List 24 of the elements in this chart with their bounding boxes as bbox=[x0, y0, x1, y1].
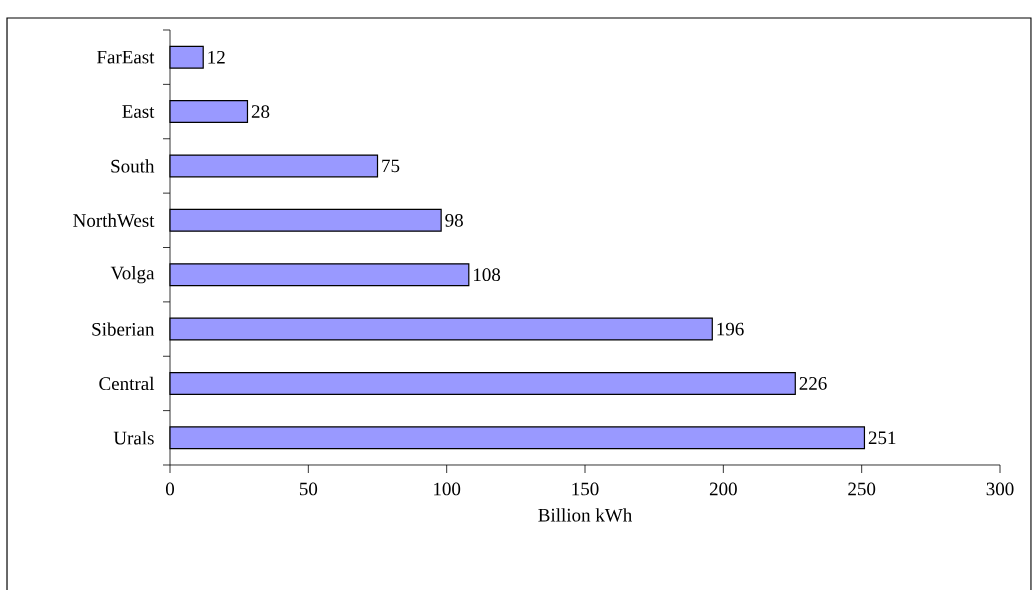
data-label: 98 bbox=[445, 213, 463, 227]
data-label: 28 bbox=[251, 105, 270, 118]
data-label: 75 bbox=[382, 159, 400, 173]
x-tick-label: 200 bbox=[709, 482, 737, 496]
data-label: 226 bbox=[799, 377, 827, 390]
data-label: 251 bbox=[868, 431, 896, 445]
x-tick-label: 150 bbox=[572, 482, 599, 496]
y-tick-label: South bbox=[111, 159, 155, 173]
y-tick-label: Urals bbox=[113, 431, 154, 445]
x-axis-title: Billion kWh bbox=[538, 508, 633, 522]
y-tick-label: NorthWest bbox=[73, 213, 155, 228]
x-tick-label: 0 bbox=[165, 482, 175, 496]
x-tick-label: 300 bbox=[986, 482, 1014, 496]
data-label: 12 bbox=[208, 50, 225, 64]
x-tick-label: 100 bbox=[434, 482, 461, 496]
data-label: 196 bbox=[717, 322, 744, 336]
y-tick-label: East bbox=[122, 105, 155, 118]
x-tick-label: 250 bbox=[848, 482, 876, 496]
data-label: 108 bbox=[474, 268, 501, 282]
x-tick-label: 50 bbox=[299, 482, 318, 496]
y-tick-label: Central bbox=[99, 376, 155, 391]
y-tick-label: FarEast bbox=[96, 50, 155, 64]
y-tick-label: Volga bbox=[110, 266, 155, 284]
y-tick-label: Siberian bbox=[92, 322, 155, 336]
